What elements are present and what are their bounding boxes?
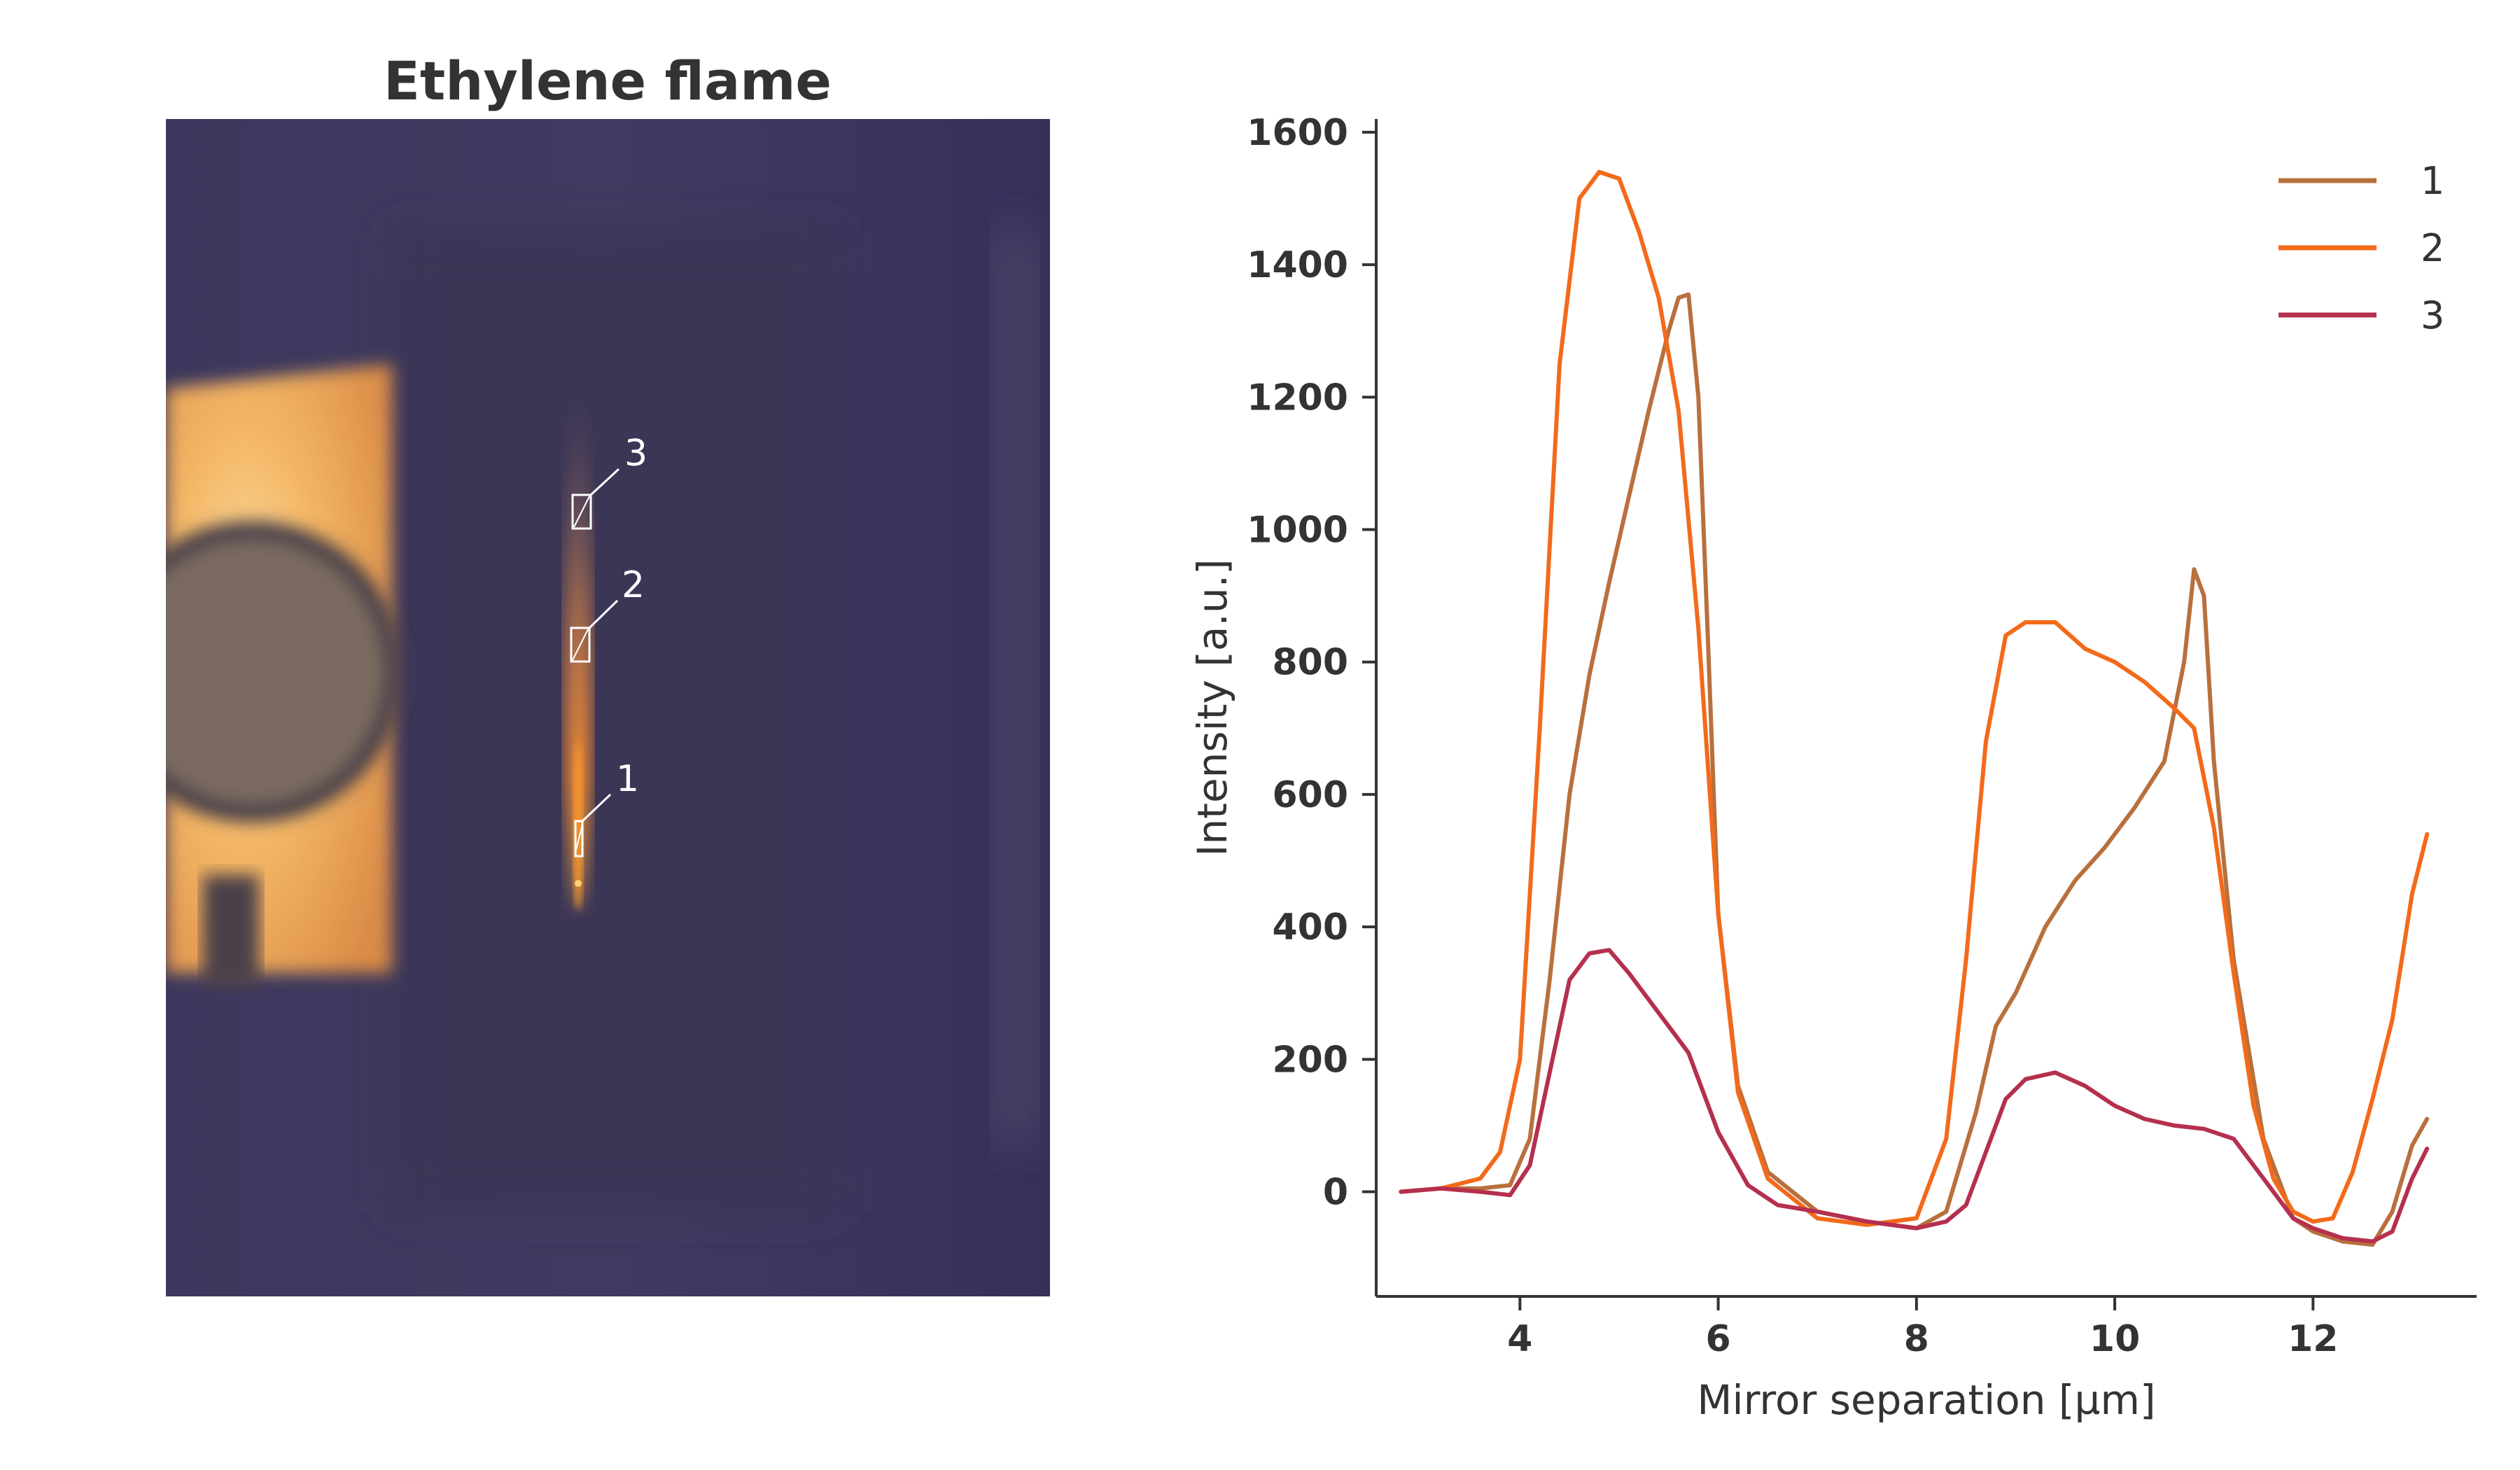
- series-line-1: [1399, 292, 2430, 1247]
- y-axis-label: Intensity [a.u.]: [1189, 559, 1236, 856]
- y-tick-label: 800: [1272, 642, 1348, 684]
- y-tick-label: 600: [1272, 774, 1348, 816]
- legend-label-1: 1: [2421, 159, 2444, 203]
- y-tick-label: 1400: [1247, 244, 1348, 286]
- x-tick-label: 4: [1507, 1318, 1532, 1360]
- flame-image: [166, 119, 1050, 1296]
- y-tick-label: 400: [1272, 906, 1348, 948]
- legend-label-2: 2: [2421, 226, 2444, 270]
- y-tick-label: 1000: [1247, 510, 1348, 552]
- legend: 1 2 3: [2278, 159, 2444, 337]
- y-tick-label: 0: [1323, 1172, 1348, 1214]
- marker-1: 1: [574, 758, 639, 858]
- image-markers: 1 2 3: [570, 433, 648, 858]
- x-tick-label: 6: [1706, 1318, 1731, 1360]
- y-ticks: 0 200 400 600 800 1000 1200 1400 1600: [1247, 112, 1376, 1214]
- series-layer: [1399, 169, 2430, 1247]
- marker-3-label: 3: [624, 433, 648, 475]
- series-line-2: [1399, 169, 2430, 1227]
- marker-2: 2: [570, 564, 645, 663]
- series-line-3: [1399, 948, 2430, 1244]
- x-tick-label: 8: [1904, 1318, 1929, 1360]
- legend-label-3: 3: [2421, 293, 2444, 337]
- marker-1-label: 1: [616, 758, 639, 800]
- marker-2-label: 2: [622, 564, 645, 606]
- y-tick-label: 1200: [1247, 377, 1348, 419]
- y-tick-label: 1600: [1247, 112, 1348, 154]
- x-tick-label: 12: [2288, 1318, 2338, 1360]
- y-tick-label: 200: [1272, 1039, 1348, 1081]
- image-title: Ethylene flame: [384, 50, 832, 112]
- x-tick-label: 10: [2090, 1318, 2140, 1360]
- x-axis-label: Mirror separation [µm]: [1697, 1376, 2155, 1424]
- x-ticks: 4 6 8 10 12: [1507, 1296, 2339, 1360]
- marker-3: 3: [571, 433, 648, 530]
